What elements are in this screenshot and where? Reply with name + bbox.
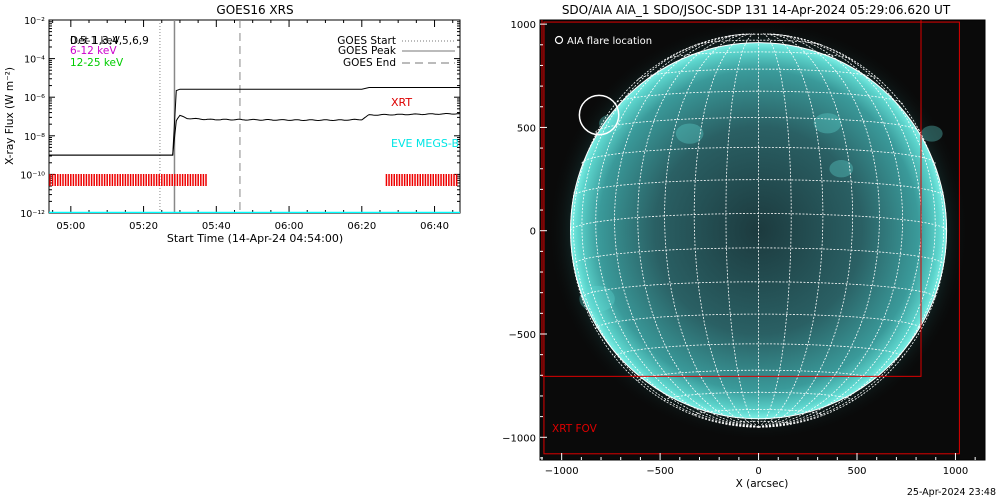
x-tick-label: 05:40 (202, 221, 231, 232)
aia-x-tick-label: 0 (755, 466, 761, 477)
xrt-fov-box (541, 20, 922, 377)
aia-panel: SDO/AIA AIA_1 SDO/JSOC-SDP 131 14-Apr-20… (502, 3, 986, 490)
y-tick-label: 10⁻⁴ (24, 55, 45, 66)
legend-goes-start: GOES Start (337, 35, 396, 47)
y-tick-label: 10⁻⁶ (24, 93, 45, 104)
meridian-line (758, 33, 880, 428)
active-region (829, 160, 854, 178)
flare-legend-symbol (554, 35, 564, 45)
meridian-line (614, 33, 759, 428)
xrt-fov-box (543, 21, 960, 455)
active-region (921, 125, 943, 142)
xrs-y-label: X-ray Flux (W m⁻²) (4, 67, 16, 165)
aia-image (541, 20, 970, 455)
active-region (675, 123, 704, 144)
eve-annotation: EVE MEGS-B (391, 137, 459, 150)
legend-goes-peak: GOES Peak (338, 45, 397, 57)
meridian-line (758, 33, 824, 428)
legend-goes-end: GOES End (343, 57, 396, 69)
x-tick-label: 06:40 (420, 221, 449, 232)
aia-x-tick-label: 500 (847, 466, 866, 477)
xrs-title: GOES16 XRS (216, 3, 293, 17)
meridian-line (758, 33, 904, 428)
aia-x-label: X (arcsec) (736, 478, 789, 490)
aia-x-tick-label: −1000 (545, 466, 579, 477)
footer-timestamp: 25-Apr-2024 23:48 (907, 487, 996, 498)
x-tick-label: 06:00 (275, 221, 304, 232)
aia-axis-ticks: −1000 −500 0 500 1000 −1000 −500 0 500 1000 (502, 20, 976, 477)
active-region (579, 285, 615, 312)
legend-12-25-kev: 12-25 keV (70, 57, 124, 69)
aia-y-tick-label: 500 (517, 123, 536, 134)
x-tick-label: 05:20 (129, 221, 158, 232)
series-line-1 (49, 113, 460, 156)
legend-detectors-overprint: 0.5-1 keV (70, 35, 121, 47)
xrt-annotation: XRT (391, 96, 412, 109)
legend-detectors: Det 1,3,4,5,6,9 (70, 35, 149, 47)
latitude-line (614, 90, 903, 105)
aia-x-tick-label: 1000 (943, 466, 968, 477)
y-tick-label: 10⁻² (24, 16, 45, 27)
meridian-line (758, 36, 936, 428)
solar-limb (570, 42, 948, 420)
meridian-line (664, 33, 759, 428)
aia-y-tick-label: −1000 (502, 433, 536, 444)
meridian-line (572, 45, 759, 428)
active-region (813, 113, 842, 134)
legend-6-12-kev: 6-12 keV (70, 45, 117, 57)
latitude-line (573, 179, 945, 197)
flare-location-circle (578, 94, 620, 136)
aia-overlay (541, 20, 960, 455)
meridian-line (758, 33, 853, 428)
y-tick-label: 10⁻¹² (20, 209, 45, 220)
xrs-panel: GOES16 XRS 10⁻¹² 10⁻¹⁰ 10⁻⁸ 10⁻⁶ 10⁻⁴ 10⁻² 05:… (4, 3, 461, 245)
y-tick-label: 10⁻¹⁰ (20, 170, 45, 181)
meridian-line (637, 33, 759, 428)
aia-x-tick-label: −500 (646, 466, 673, 477)
flare-legend-label: AIA flare location (567, 36, 652, 47)
aia-title: SDO/AIA AIA_1 SDO/JSOC-SDP 131 14-Apr-20… (562, 3, 951, 17)
y-tick-label: 10⁻⁸ (24, 132, 45, 143)
x-tick-label: 06:20 (347, 221, 376, 232)
meridian-line (758, 45, 945, 428)
xrs-x-label: Start Time (14-Apr-24 04:54:00) (167, 232, 343, 245)
aia-y-tick-label: 0 (530, 227, 536, 238)
x-tick-label: 05:00 (56, 221, 85, 232)
meridian-line (693, 33, 759, 428)
meridian-line (581, 36, 759, 428)
xrt-fov-label: XRT FOV (552, 423, 598, 435)
aia-y-tick-label: −500 (509, 330, 536, 341)
xrs-data-marks (49, 20, 460, 213)
aia-y-tick-label: 1000 (511, 20, 536, 31)
